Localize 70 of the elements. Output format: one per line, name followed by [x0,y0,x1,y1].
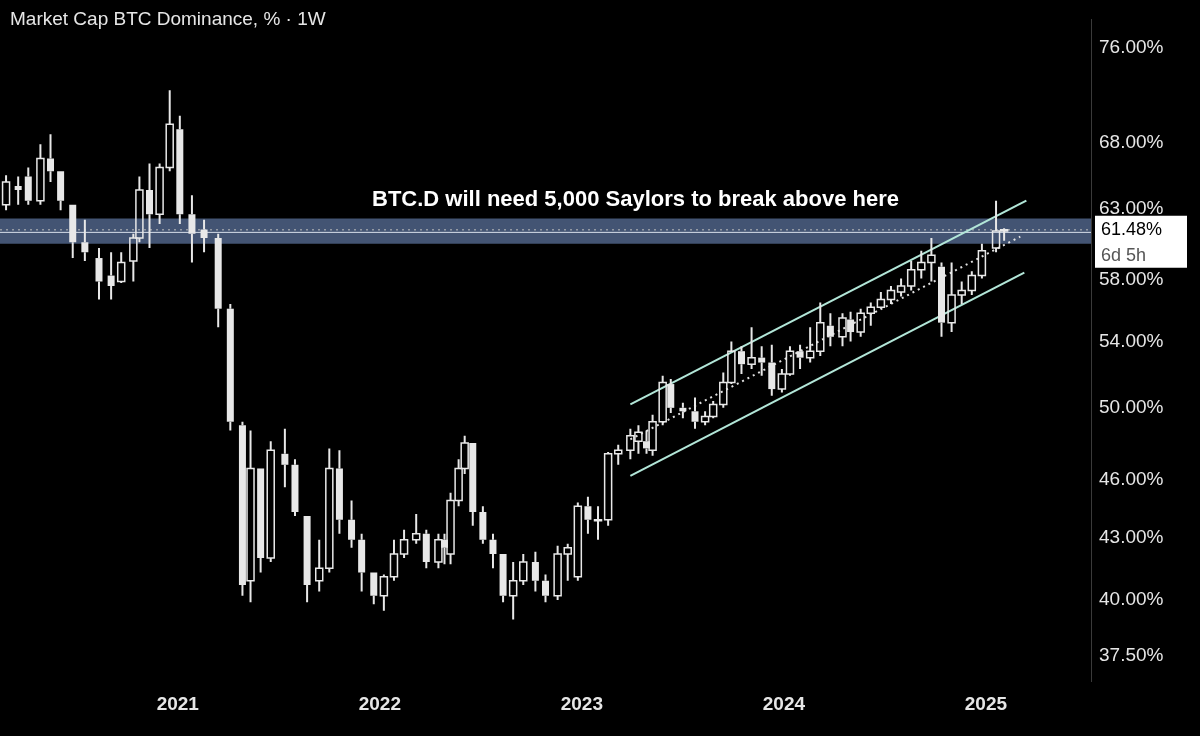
candlestick [937,261,945,338]
candlestick [57,171,65,212]
candlestick [489,532,497,570]
candlestick [314,538,324,593]
candlestick [47,133,55,183]
candlestick [188,194,196,264]
y-tick-label: 58.00% [1099,268,1164,290]
y-tick-label: 63.00% [1099,197,1164,219]
candlestick [370,572,378,606]
x-tick-label: 2023 [560,692,604,714]
candlestick [389,538,399,582]
candlestick [358,532,366,593]
y-tick-label: 37.50% [1099,643,1164,665]
candlestick [335,449,343,535]
candlestick [69,204,77,260]
candlestick [573,501,583,582]
annotation: BTC.D will need 5,000 Saylors to break above here [372,185,899,211]
candlestick [107,251,115,301]
text: 6d 5h [1101,244,1147,265]
y-tick-label: 43.00% [1099,525,1164,547]
candlestick [200,218,208,254]
y-tick-label: 76.00% [1099,35,1164,57]
candlestick [977,242,987,280]
x-tick-label: 2025 [964,692,1008,714]
candlestick [226,303,234,432]
candlestick [146,162,154,249]
candlestick [303,515,311,604]
candlestick [36,143,45,206]
candlestick [691,396,699,430]
candlestick [81,218,89,262]
candlestick [531,550,539,593]
y-tick-label: 50.00% [1099,396,1164,418]
candlestick [796,343,804,371]
candlestick [1,174,11,212]
candlestick [584,495,592,535]
candlestick [281,427,289,489]
candlestick [805,326,815,364]
candlestick [176,114,184,225]
candlestick [24,166,32,206]
candlestick [758,345,766,377]
candlestick [116,251,126,283]
candlestick [325,447,334,574]
candlestick [593,505,603,541]
y-tick-label: 46.00% [1099,467,1164,489]
x-tick-label: 2022 [358,692,401,714]
candlestick [816,301,825,358]
candlestick [768,343,776,397]
candlestick [747,326,756,371]
candlestick [379,573,389,612]
candlestick [479,505,487,545]
y-tick-label: 68.00% [1099,131,1164,153]
candlestick [737,345,745,376]
candlestick [257,468,265,574]
y-tick-label: 40.00% [1099,588,1164,610]
candlestick [499,553,507,604]
candlestick [14,175,22,206]
candlestick [95,246,103,301]
chart-title: Market Cap BTC Dominance, % · 1W [10,8,326,30]
candlestick [508,561,518,621]
candlestick [422,528,430,570]
x-tick-label: 2024 [762,692,806,714]
ref-line-label: 61.48% [1101,218,1163,239]
candlestick [348,499,356,549]
candlestick [542,573,549,604]
x-tick-label: 2021 [156,692,200,714]
candlestick [291,458,299,517]
y-tick-label: 54.00% [1099,329,1164,351]
candlestick [214,232,222,329]
candlestick [411,513,421,545]
candlestick [826,312,834,348]
